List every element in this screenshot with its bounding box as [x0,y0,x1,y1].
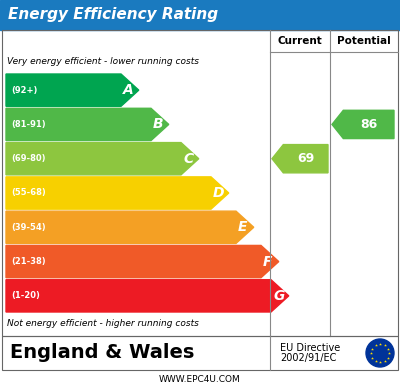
Text: (69-80): (69-80) [11,154,46,163]
Text: G: G [273,289,284,303]
Polygon shape [6,74,139,106]
Text: A: A [123,83,134,97]
Polygon shape [6,211,254,243]
Text: (81-91): (81-91) [11,120,46,129]
Polygon shape [6,108,169,140]
Text: (39-54): (39-54) [11,223,46,232]
Text: WWW.EPC4U.COM: WWW.EPC4U.COM [159,376,241,385]
Text: (92+): (92+) [11,86,37,95]
Bar [2,30,398,336]
Text: (1-20): (1-20) [11,291,40,300]
Text: 69: 69 [297,152,314,165]
Circle shape [366,339,394,367]
Text: Not energy efficient - higher running costs: Not energy efficient - higher running co… [7,319,199,329]
Text: EU Directive: EU Directive [280,343,340,353]
Text: England & Wales: England & Wales [10,343,194,362]
Text: C: C [183,152,193,166]
Text: B: B [153,118,164,132]
Text: F: F [263,255,272,268]
Text: (21-38): (21-38) [11,257,46,266]
Polygon shape [6,177,229,209]
Text: Current: Current [278,36,322,46]
Polygon shape [6,246,279,278]
Text: Very energy efficient - lower running costs: Very energy efficient - lower running co… [7,57,199,66]
Text: 2002/91/EC: 2002/91/EC [280,353,336,363]
Text: (55-68): (55-68) [11,189,46,197]
Polygon shape [6,142,199,175]
Polygon shape [332,110,394,139]
Polygon shape [6,280,289,312]
Text: Potential: Potential [337,36,391,46]
Polygon shape [272,145,328,173]
Text: 86: 86 [360,118,377,131]
Text: E: E [238,220,248,234]
Text: D: D [213,186,224,200]
Bar [0,0,400,30]
Bar [2,336,398,370]
Text: Energy Efficiency Rating: Energy Efficiency Rating [8,7,218,23]
